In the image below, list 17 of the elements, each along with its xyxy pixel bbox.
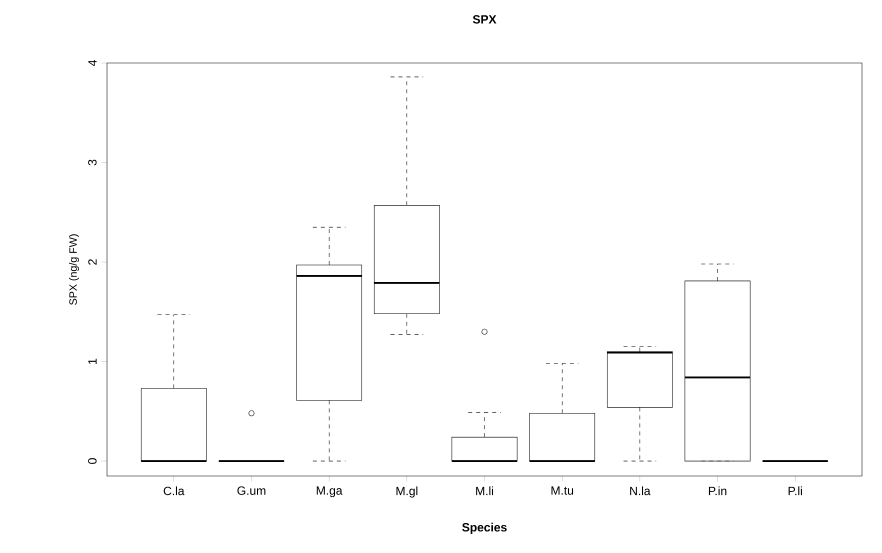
x-axis-title: Species: [462, 522, 507, 534]
x-tick-label: N.la: [630, 486, 651, 496]
x-tick-label: M.gl: [396, 486, 418, 498]
x-tick-label: P.li: [788, 486, 802, 496]
y-tick-label: 0: [88, 458, 97, 464]
y-tick-label: 2: [88, 259, 97, 265]
chart-title: SPX: [472, 15, 496, 24]
x-tick-label: M.tu: [551, 486, 574, 495]
y-tick-label: 4: [88, 60, 97, 66]
x-tick-label: M.li: [476, 486, 494, 496]
x-tick-label: M.ga: [316, 486, 342, 498]
y-axis-title: SPX (ng/g FW): [69, 234, 79, 305]
x-tick-label: G.um: [237, 486, 266, 495]
x-tick-label: C.la: [164, 486, 184, 496]
y-tick-label: 3: [88, 160, 97, 166]
x-tick-label: P.in: [708, 486, 726, 496]
y-tick-label: 1: [88, 358, 97, 364]
